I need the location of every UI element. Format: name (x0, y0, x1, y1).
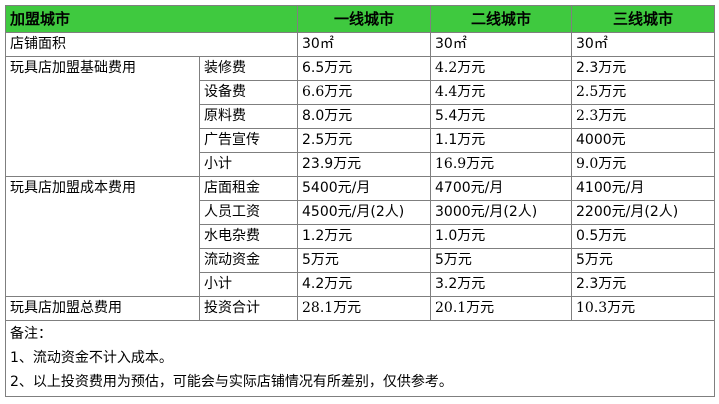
item-label: 流动资金 (198, 248, 299, 273)
tier3-value: 2.5万元 (571, 80, 716, 105)
item-label: 水电杂费 (198, 224, 299, 249)
operating-cost-label: 玩具店加盟成本费用 (5, 176, 200, 297)
tier1-value: 2.5万元 (297, 128, 432, 153)
item-label: 装修费 (198, 56, 299, 81)
table-row: 广告宣传 2.5万元 1.1万元 4000元 (6, 128, 716, 153)
item-label: 店面租金 (198, 176, 299, 201)
notes-title: 备注： (10, 326, 52, 342)
table-row: 流动资金 5万元 5万元 5万元 (6, 248, 716, 273)
tier1-value: 23.9万元 (297, 152, 432, 177)
header-title: 加盟城市 (4, 5, 299, 33)
item-label: 广告宣传 (198, 128, 299, 153)
tier1-value: 4500元/月(2人) (297, 200, 432, 225)
tier1-value: 5万元 (297, 248, 432, 273)
item-label: 人员工资 (198, 200, 299, 225)
tier3-value: 4100元/月 (571, 176, 716, 201)
tier3-value: 2.3万元 (571, 104, 716, 129)
header-tier2: 二线城市 (430, 5, 573, 33)
notes-line-1: 1、流动资金不计入成本。 (10, 350, 173, 366)
tier2-value: 4700元/月 (430, 176, 573, 201)
tier2-value: 5万元 (430, 248, 573, 273)
total-row: 玩具店加盟总费用 投资合计 28.1万元 20.1万元 10.3万元 (5, 296, 716, 321)
tier2-value: 16.9万元 (430, 152, 573, 177)
notes-line-2: 2、以上投资费用为预估，可能会与实际店铺情况有所差别，仅供参考。 (10, 374, 453, 390)
tier3-value: 2.3万元 (571, 56, 716, 81)
franchise-cost-table: 加盟城市 一线城市 二线城市 三线城市 店铺面积 30㎡ 30㎡ 30㎡ 玩具店… (4, 5, 716, 397)
tier3-value: 2200元/月(2人) (571, 200, 716, 225)
basic-cost-label: 玩具店加盟基础费用 (5, 56, 200, 177)
tier2-value: 4.4万元 (430, 80, 573, 105)
tier2-value: 1.1万元 (430, 128, 573, 153)
tier1-value: 4.2万元 (297, 272, 432, 297)
notes-cell: 备注： 1、流动资金不计入成本。 2、以上投资费用为预估，可能会与实际店铺情况有… (4, 320, 716, 397)
total-tier1: 28.1万元 (297, 296, 432, 321)
tier3-value: 2.3万元 (571, 272, 716, 297)
tier3-value: 5万元 (571, 248, 716, 273)
tier1-value: 8.0万元 (297, 104, 432, 129)
tier2-value: 4.2万元 (430, 56, 573, 81)
tier2-value: 1.0万元 (430, 224, 573, 249)
table-row: 原料费 8.0万元 5.4万元 2.3万元 (6, 104, 716, 129)
table-row: 人员工资 4500元/月(2人) 3000元/月(2人) 2200元/月(2人) (6, 200, 716, 225)
header-tier1: 一线城市 (297, 5, 432, 33)
notes-row: 备注： 1、流动资金不计入成本。 2、以上投资费用为预估，可能会与实际店铺情况有… (4, 320, 716, 397)
total-label: 玩具店加盟总费用 (5, 296, 200, 321)
total-tier2: 20.1万元 (430, 296, 573, 321)
area-tier2: 30㎡ (430, 32, 573, 57)
area-row: 店铺面积 30㎡ 30㎡ 30㎡ (4, 32, 716, 57)
table-row: 玩具店加盟基础费用 装修费 6.5万元 4.2万元 2.3万元 (5, 56, 716, 177)
item-label: 设备费 (198, 80, 299, 105)
tier2-value: 5.4万元 (430, 104, 573, 129)
header-row: 加盟城市 一线城市 二线城市 三线城市 (4, 5, 716, 33)
tier1-value: 5400元/月 (297, 176, 432, 201)
area-tier1: 30㎡ (297, 32, 432, 57)
tier2-value: 3.2万元 (430, 272, 573, 297)
tier1-value: 6.5万元 (297, 56, 432, 81)
area-label: 店铺面积 (4, 32, 299, 57)
total-tier3: 10.3万元 (571, 296, 716, 321)
item-label: 小计 (198, 272, 299, 297)
table-row: 玩具店加盟成本费用 店面租金 5400元/月 4700元/月 4100元/月 (5, 176, 716, 297)
tier1-value: 6.6万元 (297, 80, 432, 105)
tier3-value: 9.0万元 (571, 152, 716, 177)
table-row: 小计 23.9万元 16.9万元 9.0万元 (6, 152, 716, 177)
table-row: 水电杂费 1.2万元 1.0万元 0.5万元 (6, 224, 716, 249)
tier3-value: 4000元 (571, 128, 716, 153)
item-label: 小计 (198, 152, 299, 177)
table-row: 小计 4.2万元 3.2万元 2.3万元 (6, 272, 716, 297)
table-row: 设备费 6.6万元 4.4万元 2.5万元 (6, 80, 716, 105)
tier1-value: 1.2万元 (297, 224, 432, 249)
total-item-label: 投资合计 (198, 296, 299, 321)
tier2-value: 3000元/月(2人) (430, 200, 573, 225)
area-tier3: 30㎡ (571, 32, 716, 57)
item-label: 原料费 (198, 104, 299, 129)
header-tier3: 三线城市 (571, 5, 716, 33)
tier3-value: 0.5万元 (571, 224, 716, 249)
